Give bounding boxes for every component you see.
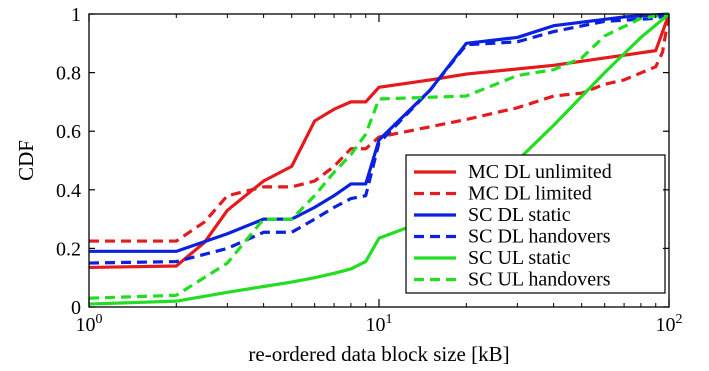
legend-label: SC UL handovers — [468, 269, 611, 291]
series-line-sc-ul-handovers — [89, 12, 669, 300]
series-line-sc-ul-static — [89, 12, 669, 306]
legend-label: MC DL limited — [468, 183, 592, 205]
legend-label: SC DL handovers — [468, 226, 611, 248]
series-line-mc-dl-limited — [89, 13, 669, 243]
series-line-sc-dl-static — [89, 12, 669, 253]
axis-ticks: 0 0.2 0.4 0.6 0.8 1 100 101 102 — [56, 4, 683, 336]
y-tick-label: 1 — [71, 4, 81, 26]
y-tick-label: 0.6 — [56, 121, 81, 143]
series-line-sc-dl-handovers — [89, 12, 669, 265]
legend-label: SC DL static — [468, 204, 571, 226]
x-tick-label: 100 — [76, 312, 103, 336]
y-tick-label: 0.4 — [56, 180, 81, 202]
y-tick-label: 0.8 — [56, 63, 81, 85]
legend-label: MC DL unlimited — [468, 161, 612, 183]
y-tick-label: 0.2 — [56, 238, 81, 260]
legend-box — [405, 154, 666, 294]
series-layer — [89, 12, 669, 306]
legend-label: SC UL static — [468, 247, 571, 269]
x-axis-label: re-ordered data block size [kB] — [248, 342, 509, 366]
x-tick-label: 102 — [656, 312, 683, 336]
x-tick-label: 101 — [366, 312, 393, 336]
y-axis-label: CDF — [14, 140, 38, 181]
y-tick-label: 0 — [71, 297, 81, 319]
